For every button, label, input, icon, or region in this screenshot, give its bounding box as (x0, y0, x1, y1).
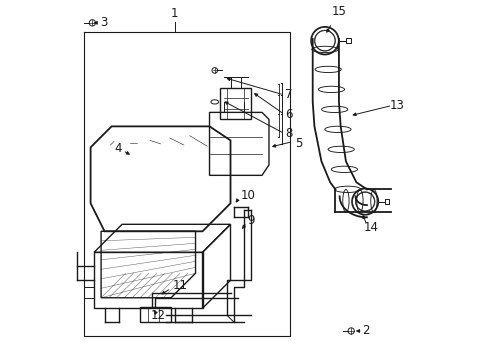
Text: 15: 15 (331, 5, 346, 18)
Text: 14: 14 (363, 221, 378, 234)
Text: 11: 11 (172, 279, 187, 292)
Text: 1: 1 (170, 7, 178, 20)
Text: 6: 6 (285, 108, 292, 121)
Text: 12: 12 (150, 309, 165, 322)
Text: 5: 5 (295, 137, 302, 150)
Text: 10: 10 (240, 189, 255, 202)
Text: 8: 8 (285, 127, 292, 140)
Text: 2: 2 (362, 324, 369, 337)
Text: 13: 13 (388, 99, 403, 112)
Text: 3: 3 (100, 16, 107, 30)
Text: 9: 9 (246, 213, 254, 226)
Text: 7: 7 (285, 89, 292, 102)
Text: 4: 4 (115, 142, 122, 155)
